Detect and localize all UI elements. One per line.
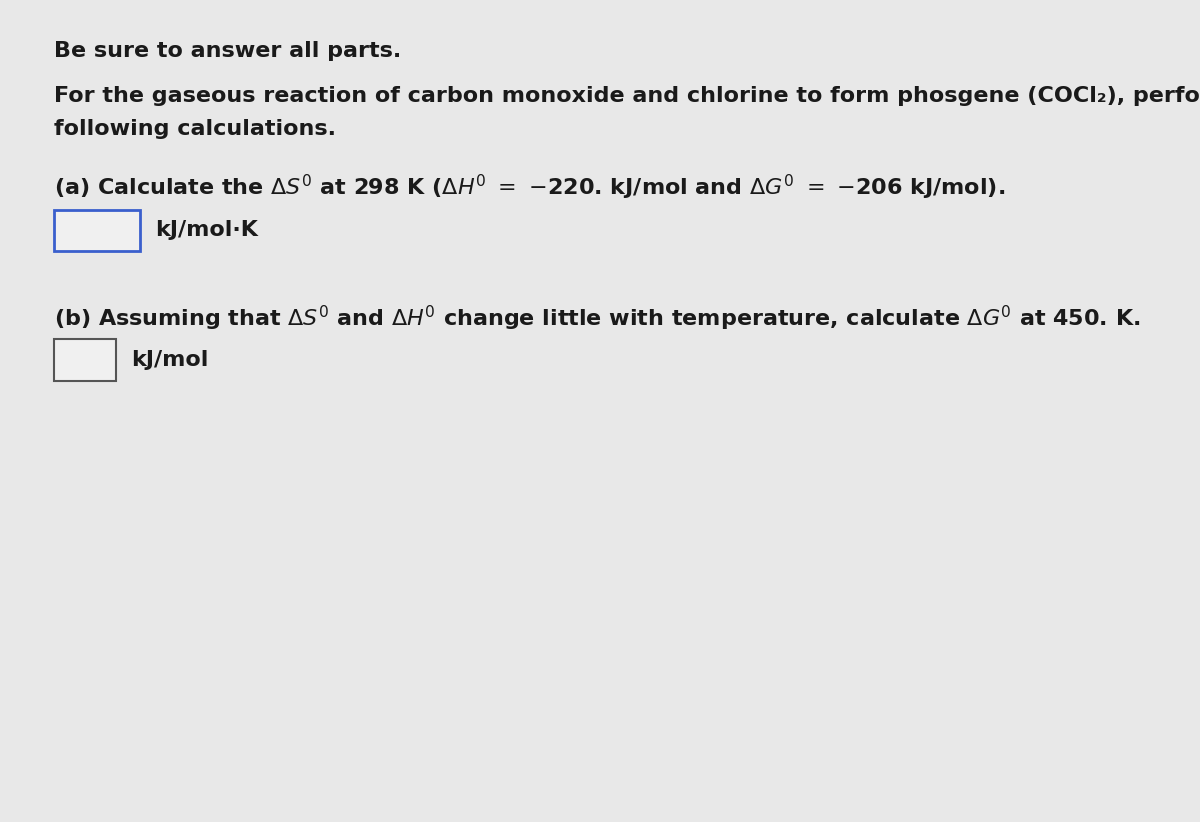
- Text: (b) Assuming that $\Delta S^{0}$ and $\Delta H^{0}$ change little with temperatu: (b) Assuming that $\Delta S^{0}$ and $\D…: [54, 304, 1140, 334]
- Text: kJ/mol·K: kJ/mol·K: [155, 220, 258, 240]
- Text: (a) Calculate the $\Delta S^{0}$ at 298 K ($\Delta H^{0}$ $=$ $-$220. kJ/mol and: (a) Calculate the $\Delta S^{0}$ at 298 …: [54, 173, 1006, 202]
- FancyBboxPatch shape: [54, 210, 140, 251]
- Text: kJ/mol: kJ/mol: [131, 350, 208, 370]
- Text: Be sure to answer all parts.: Be sure to answer all parts.: [54, 41, 401, 61]
- FancyBboxPatch shape: [54, 339, 116, 381]
- Text: For the gaseous reaction of carbon monoxide and chlorine to form phosgene (COCl₂: For the gaseous reaction of carbon monox…: [54, 86, 1200, 106]
- Text: following calculations.: following calculations.: [54, 119, 336, 139]
